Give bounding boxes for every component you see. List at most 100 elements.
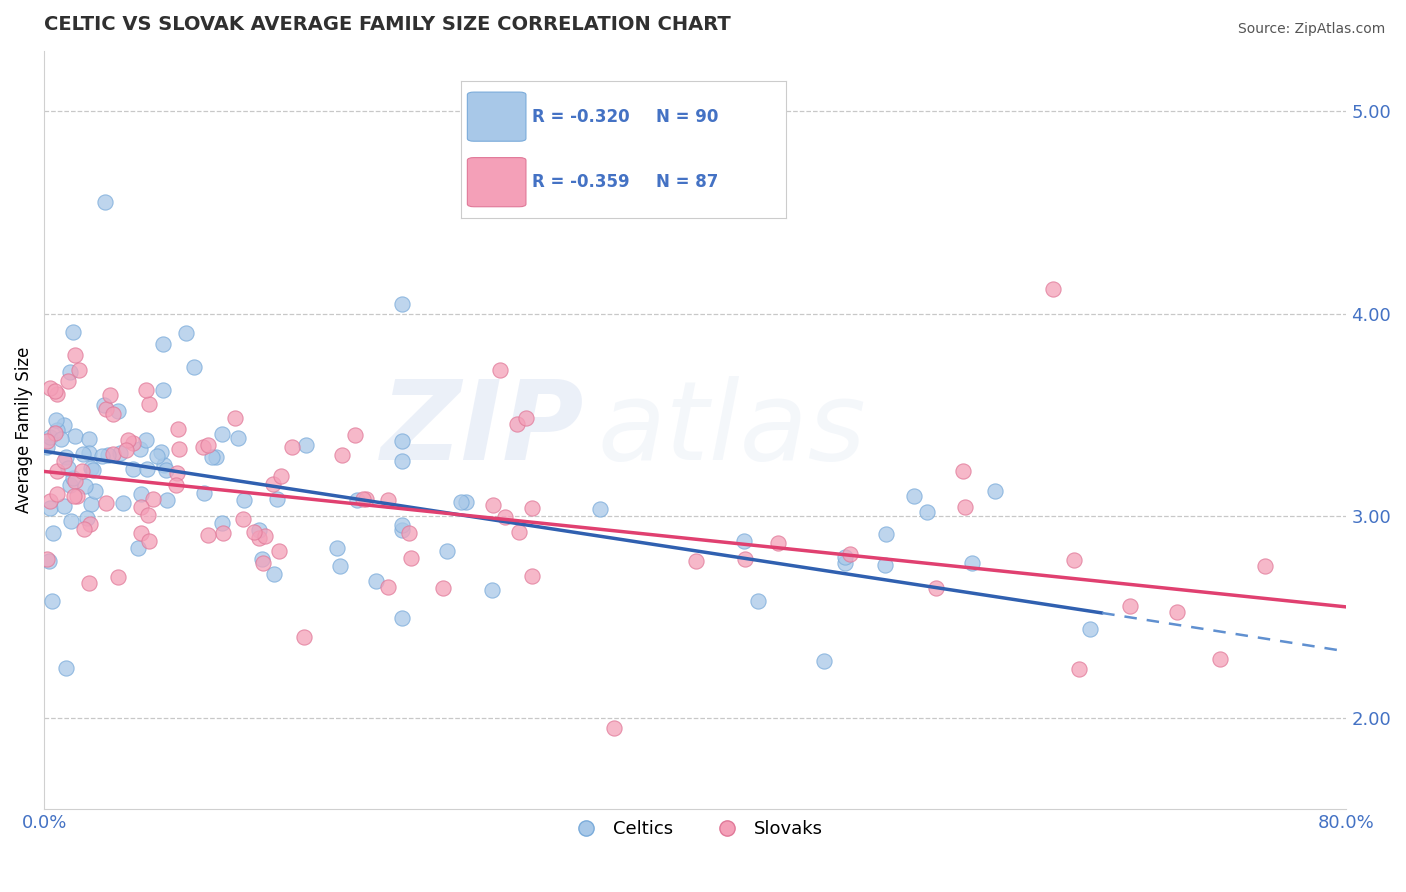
Point [107,570,129,584]
Point [166,466,188,480]
Point [165,478,187,492]
Point [391,611,413,625]
Point [839,547,862,561]
Point [1042,282,1064,296]
Point [174,326,197,341]
Point [67,363,90,377]
Point [253,529,276,543]
Point [128,442,150,456]
Point [135,383,157,397]
Point [77,433,100,447]
Point [37,552,59,566]
Point [39,493,62,508]
Point [129,526,152,541]
Point [135,433,157,447]
Point [903,490,925,504]
Point [73,522,96,536]
Point [138,397,160,411]
Point [142,491,165,506]
Point [42,525,65,540]
Point [391,454,413,468]
Point [603,721,626,735]
Point [508,525,530,540]
Point [201,450,224,465]
Point [152,337,174,351]
Point [84,484,107,499]
Point [70,464,93,478]
Point [366,574,388,589]
Point [80,460,103,475]
Point [166,422,188,436]
Point [49,432,72,446]
Point [156,493,179,508]
Point [401,551,423,566]
Point [766,536,789,550]
Point [63,474,86,488]
Point [101,407,124,421]
Point [391,523,413,537]
Point [193,440,215,454]
Point [834,556,856,570]
Text: atlas: atlas [598,376,866,483]
Point [813,654,835,668]
Point [263,567,285,582]
Point [146,449,169,463]
Point [136,508,159,522]
Point [97,449,120,463]
Point [52,418,75,433]
Point [733,534,755,549]
Point [80,497,103,511]
Point [233,493,256,508]
Point [204,450,226,464]
Point [62,471,84,485]
Point [46,386,69,401]
Point [129,500,152,515]
Point [228,431,250,445]
Point [377,492,399,507]
Point [45,464,67,478]
Point [250,552,273,566]
Point [295,438,318,452]
Point [55,660,77,674]
Point [436,544,458,558]
Point [107,403,129,417]
Point [150,445,173,459]
Point [266,492,288,507]
Point [482,498,505,512]
Point [834,549,856,564]
Point [522,568,544,582]
Point [94,195,117,210]
Point [495,509,517,524]
Point [79,517,101,532]
Point [432,582,454,596]
Point [77,575,100,590]
Point [94,401,117,416]
Point [391,518,413,533]
Point [450,494,472,508]
Point [62,325,84,339]
Point [53,454,76,468]
Point [63,429,86,443]
Point [58,461,80,475]
Point [211,427,233,442]
Point [56,374,79,388]
Point [117,433,139,447]
Point [326,541,349,555]
Point [481,582,503,597]
Point [960,557,983,571]
Point [115,443,138,458]
Point [1209,651,1232,665]
Point [252,556,274,570]
Point [37,440,59,454]
Point [37,434,59,449]
Point [39,430,62,444]
Point [352,492,374,507]
Point [391,434,413,449]
Point [38,381,60,395]
Point [82,462,104,476]
Point [267,544,290,558]
Point [232,511,254,525]
Point [127,541,149,556]
Text: Source: ZipAtlas.com: Source: ZipAtlas.com [1237,22,1385,37]
Point [1067,662,1090,676]
